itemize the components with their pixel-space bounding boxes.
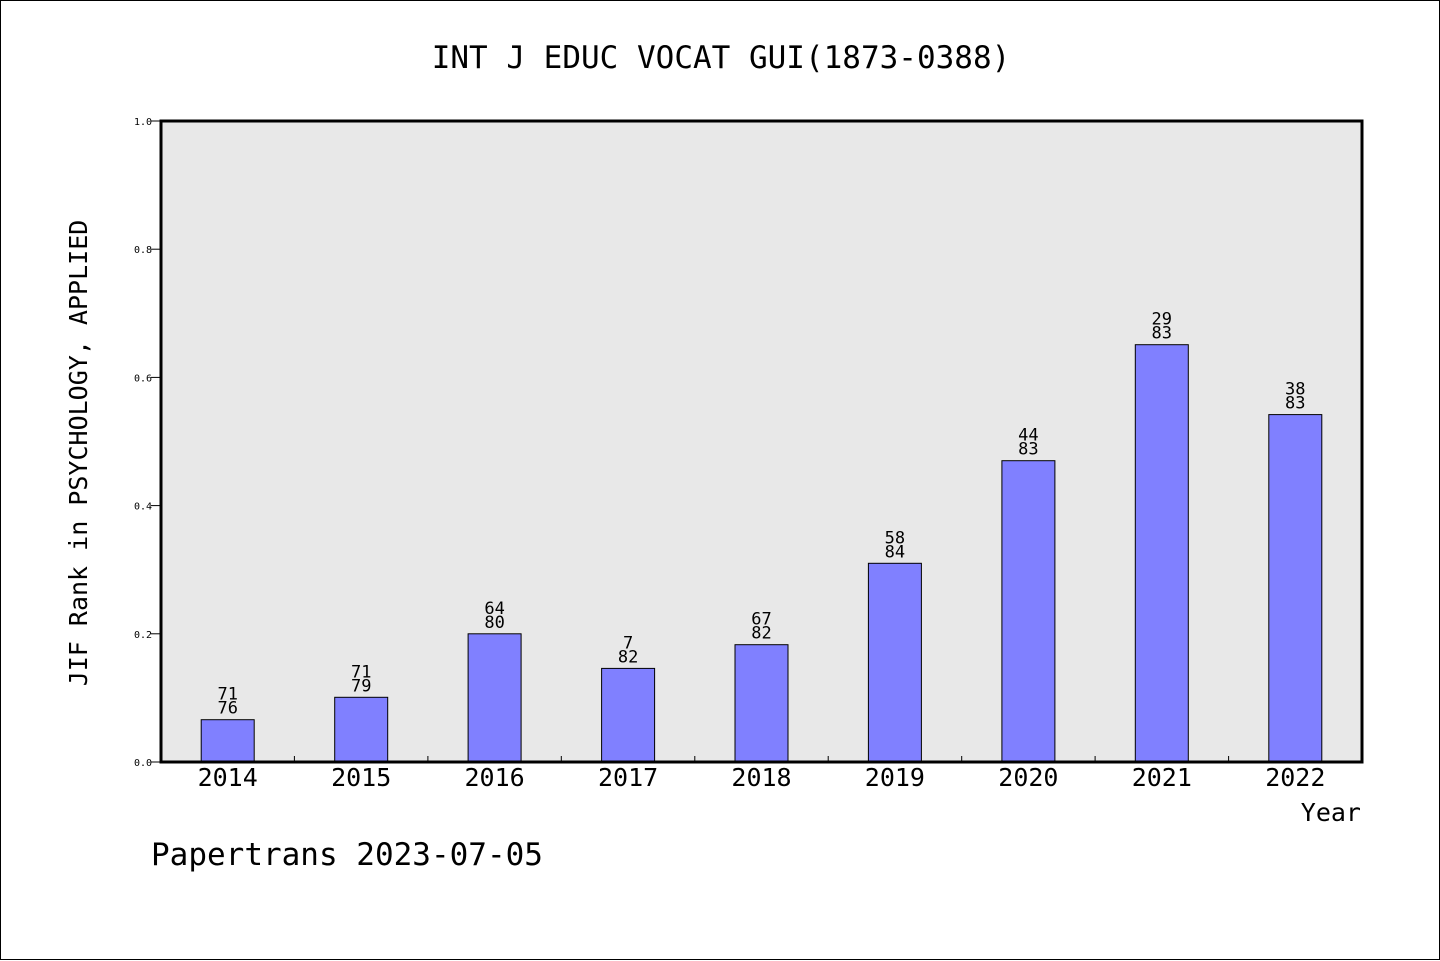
x-tick-label-2021: 2021 bbox=[1132, 763, 1192, 792]
total-label-2015: 79 bbox=[351, 676, 371, 696]
bar-2018 bbox=[734, 644, 789, 763]
y-tick-label: 0.0 bbox=[134, 758, 152, 769]
rank-label-2015: 71 bbox=[351, 662, 371, 682]
y-tick-label: 0.8 bbox=[134, 245, 152, 256]
total-label-2017: 82 bbox=[618, 647, 638, 667]
bar-2017 bbox=[601, 667, 656, 763]
rank-label-2017: 7 bbox=[623, 633, 633, 653]
y-axis-label: JIF Rank in PSYCHOLOGY, APPLIED bbox=[64, 220, 93, 687]
total-label-2014: 76 bbox=[217, 699, 237, 719]
rank-label-2018: 67 bbox=[751, 610, 771, 630]
footer-credit: Papertrans 2023-07-05 bbox=[151, 837, 543, 873]
rank-label-2022: 38 bbox=[1285, 380, 1305, 400]
y-tick-label: 1.0 bbox=[134, 117, 152, 128]
bar-2019 bbox=[867, 562, 922, 763]
rank-label-2019: 58 bbox=[885, 528, 905, 548]
x-tick-label-2018: 2018 bbox=[731, 763, 791, 792]
bar-2015 bbox=[334, 696, 389, 763]
x-tick-label-2020: 2020 bbox=[998, 763, 1058, 792]
x-tick-label-2014: 2014 bbox=[198, 763, 258, 792]
total-label-2020: 83 bbox=[1018, 440, 1038, 460]
x-axis-label: Year bbox=[1301, 798, 1361, 827]
rank-label-2016: 64 bbox=[484, 599, 504, 619]
total-label-2019: 84 bbox=[885, 542, 905, 562]
y-tick-label: 0.6 bbox=[134, 373, 152, 384]
rank-label-2021: 29 bbox=[1152, 310, 1172, 330]
x-tick-label-2017: 2017 bbox=[598, 763, 658, 792]
bar-2022 bbox=[1268, 414, 1323, 763]
rank-label-2014: 71 bbox=[217, 685, 237, 705]
chart-title: INT J EDUC VOCAT GUI(1873-0388) bbox=[432, 40, 1011, 76]
rank-label-2020: 44 bbox=[1018, 426, 1038, 446]
bar-2016 bbox=[467, 633, 522, 763]
plot-border bbox=[159, 119, 1364, 764]
bar-2014 bbox=[200, 719, 255, 763]
total-label-2022: 83 bbox=[1285, 394, 1305, 414]
x-tick-label-2019: 2019 bbox=[865, 763, 925, 792]
total-label-2021: 83 bbox=[1152, 324, 1172, 344]
bar-2020 bbox=[1001, 460, 1056, 763]
bar-2021 bbox=[1134, 344, 1189, 763]
x-tick-label-2022: 2022 bbox=[1265, 763, 1325, 792]
total-label-2016: 80 bbox=[484, 613, 504, 633]
x-tick-label-2016: 2016 bbox=[464, 763, 524, 792]
total-label-2018: 82 bbox=[751, 624, 771, 644]
y-tick-label: 0.2 bbox=[134, 630, 152, 641]
x-tick-label-2015: 2015 bbox=[331, 763, 391, 792]
y-tick-label: 0.4 bbox=[134, 502, 152, 513]
